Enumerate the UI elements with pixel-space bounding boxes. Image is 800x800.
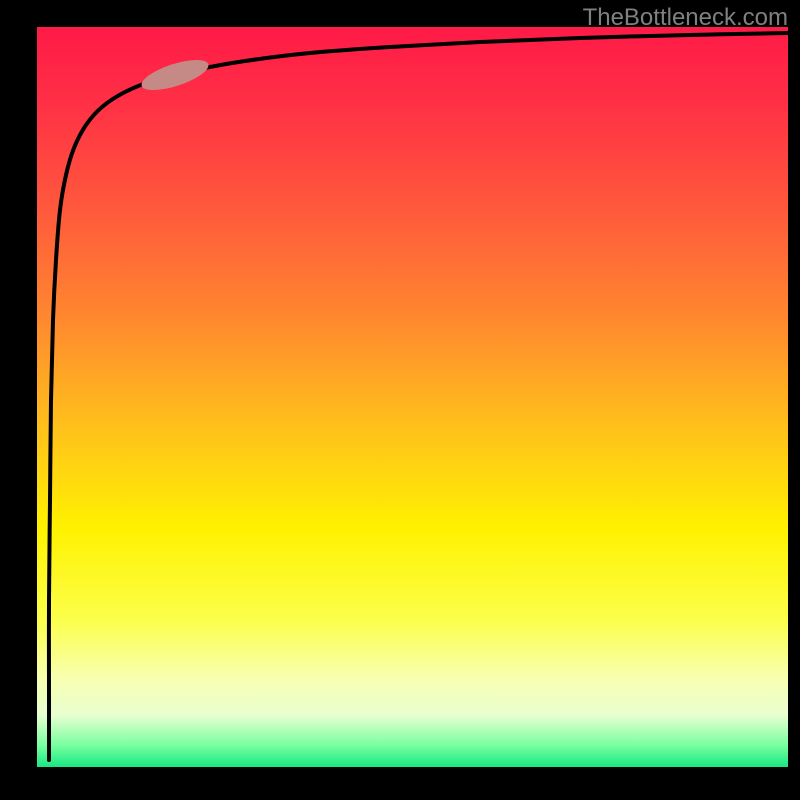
- chart-container: TheBottleneck.com: [0, 0, 800, 800]
- plot-area: [37, 27, 788, 767]
- watermark-text: TheBottleneck.com: [583, 4, 788, 32]
- chart-svg: [0, 0, 800, 800]
